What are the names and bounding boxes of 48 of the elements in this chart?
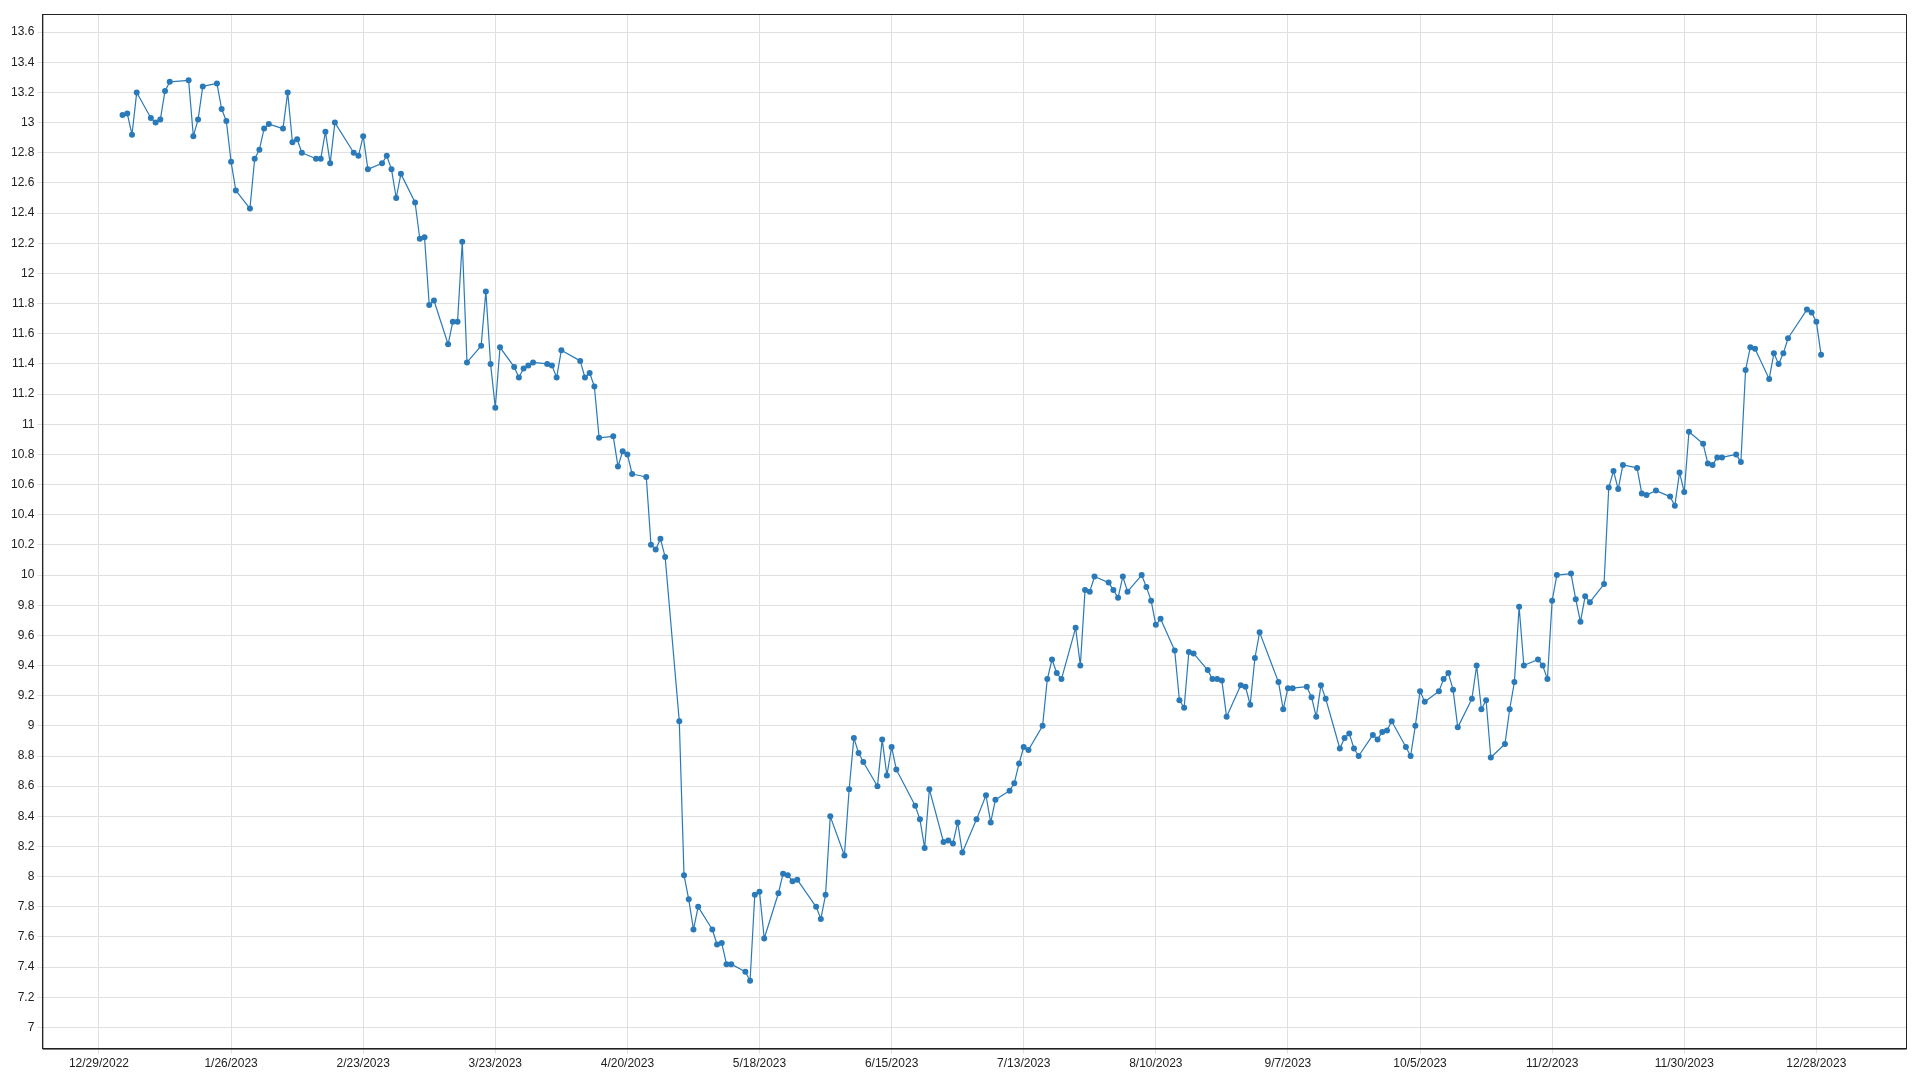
y-tick-label: 7.2	[17, 989, 35, 1004]
y-tick-label: 11.6	[11, 326, 35, 341]
y-tick-label: 10.4	[11, 507, 35, 522]
x-tick-label: 6/15/2023	[864, 1056, 919, 1071]
y-tick-label: 8.6	[17, 778, 35, 793]
y-tick-label: 11	[21, 416, 35, 431]
y-tick-label: 7.4	[17, 959, 35, 974]
x-tick-label: 7/13/2023	[997, 1056, 1051, 1071]
y-tick-label: 9.4	[17, 657, 35, 672]
x-tick-label: 12/28/2023	[1786, 1056, 1847, 1071]
x-tick-label: 8/10/2023	[1129, 1056, 1183, 1071]
x-tick-label: 2/23/2023	[336, 1056, 391, 1071]
x-tick-label: 5/18/2023	[732, 1056, 787, 1071]
y-tick-label: 12.4	[11, 205, 35, 220]
y-tick-label: 8.4	[17, 808, 35, 823]
y-tick-label: 9.2	[17, 688, 35, 702]
y-tick-label: 7	[27, 1019, 35, 1034]
x-tick-label: 4/20/2023	[600, 1056, 655, 1071]
y-tick-label: 9.6	[17, 627, 35, 642]
y-tick-label: 13	[21, 114, 35, 129]
y-tick-label: 7.6	[17, 929, 35, 944]
y-tick-label: 12.8	[11, 145, 35, 160]
y-tick-label: 7.8	[17, 899, 35, 914]
y-tick-label: 10.2	[11, 537, 35, 552]
x-tick-label: 12/29/2022	[68, 1056, 130, 1071]
y-tick-label: 9	[27, 718, 35, 733]
y-tick-label: 10.6	[11, 476, 35, 491]
y-tick-label: 13.6	[11, 24, 35, 39]
x-tick-label: 1/26/2023	[204, 1056, 259, 1071]
y-tick-label: 12	[21, 265, 35, 280]
x-tick-label: 3/23/2023	[468, 1056, 523, 1071]
y-tick-label: 13.2	[11, 84, 35, 99]
y-tick-label: 8.2	[17, 838, 35, 853]
y-tick-label: 13.4	[11, 54, 35, 69]
x-tick-label: 11/30/2023	[1654, 1056, 1715, 1071]
y-tick-label: 11.4	[11, 356, 35, 371]
x-tick-label: 9/7/2023	[1264, 1056, 1312, 1071]
y-tick-label: 8.8	[17, 748, 35, 763]
y-tick-label: 9.8	[17, 597, 35, 612]
y-tick-label: 12.2	[11, 235, 35, 250]
y-tick-label: 10	[21, 567, 35, 582]
y-tick-label: 10.8	[11, 446, 35, 461]
y-tick-label: 8	[27, 868, 35, 883]
y-tick-label: 11.2	[11, 386, 35, 401]
y-tick-label: 11.8	[11, 295, 35, 310]
y-tick-label: 12.6	[11, 175, 35, 190]
x-tick-label: 10/5/2023	[1393, 1056, 1448, 1071]
x-tick-label: 11/2/2023	[1525, 1056, 1579, 1071]
